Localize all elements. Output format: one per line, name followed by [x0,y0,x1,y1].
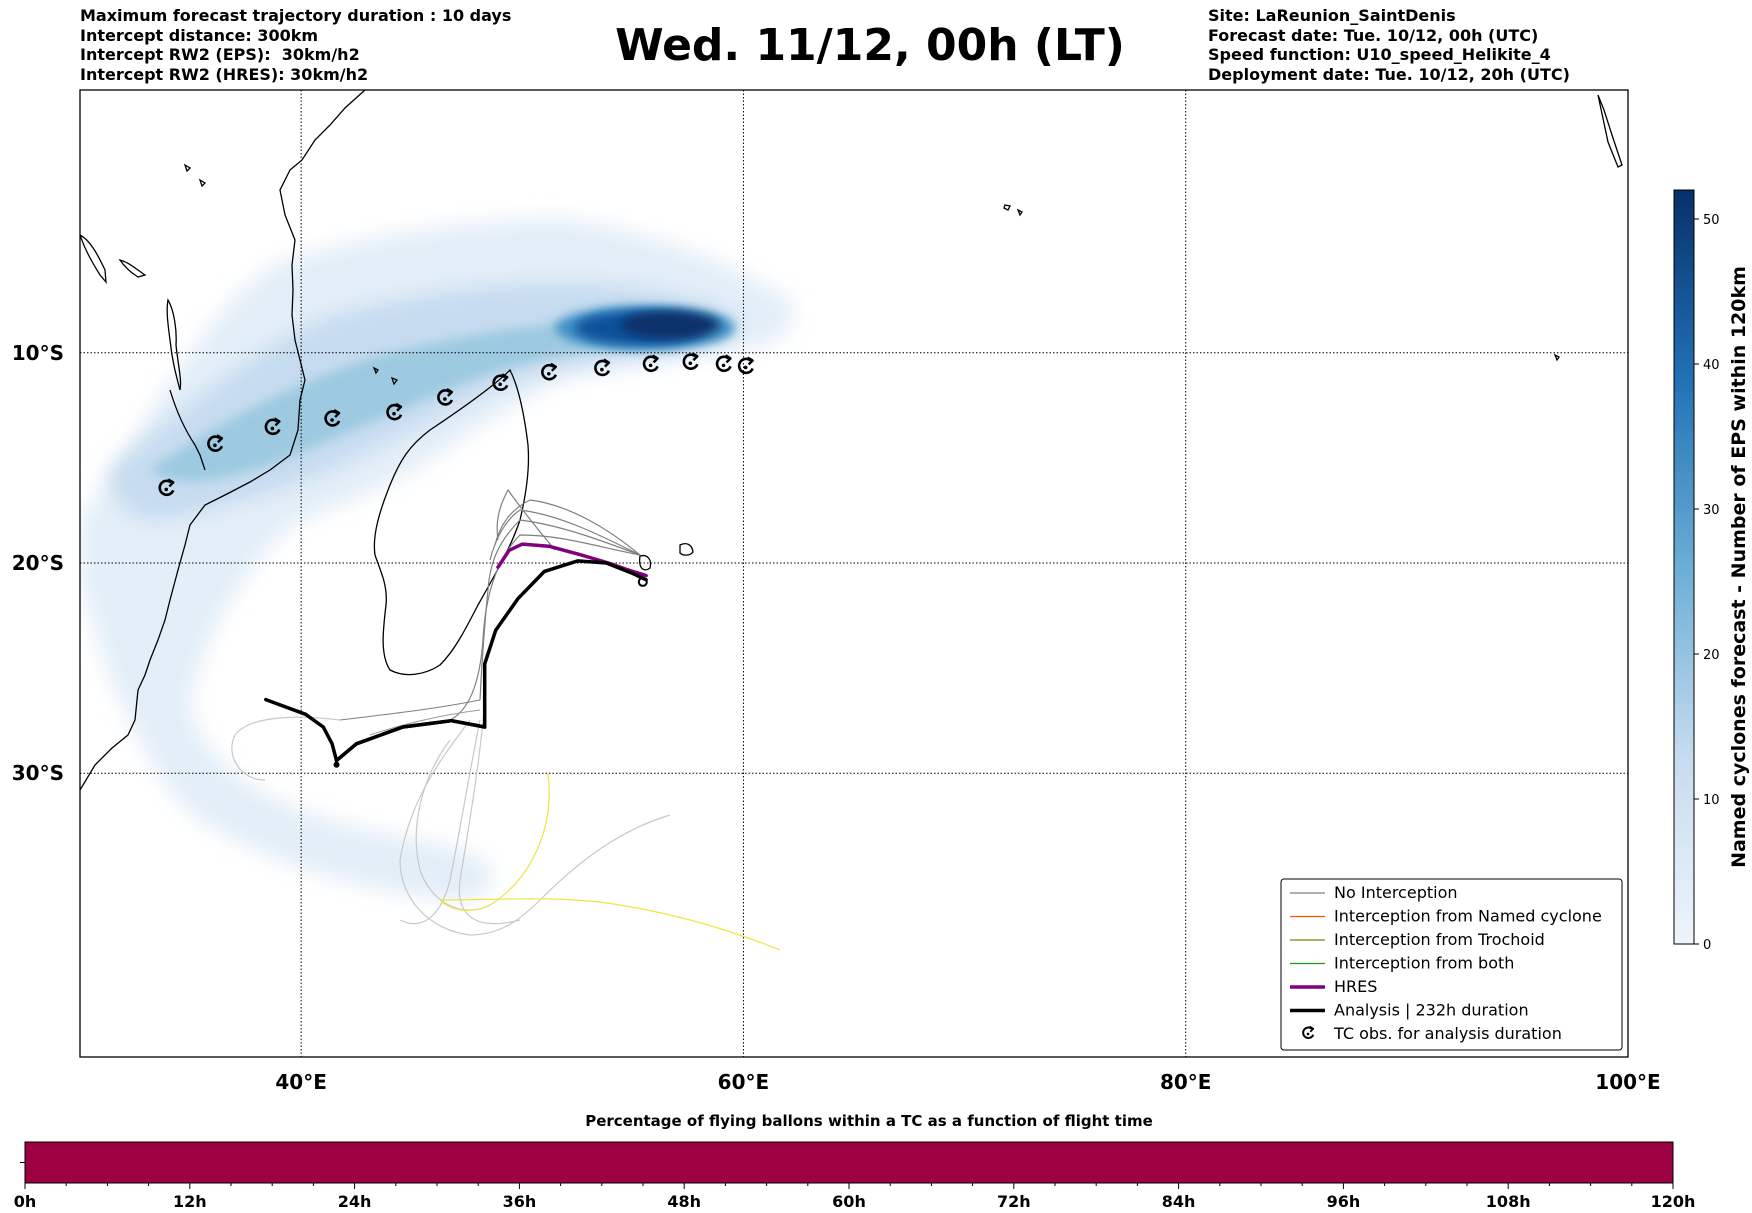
header-left-line: Intercept RW2 (HRES): 30km/h2 [80,64,369,84]
header-left-info: Maximum forecast trajectory duration : 1… [80,6,511,84]
lon-tick-label: 40°E [275,1070,327,1094]
lon-tick-label: 100°E [1595,1070,1660,1094]
site-marker [637,576,648,587]
cyclone-icon [715,354,732,373]
legend-label: Interception from Trochoid [1334,930,1545,949]
bottom-bar-tick-label: 48h [667,1192,701,1211]
bottom-bar-tick-label: 72h [997,1192,1031,1211]
header-right-line: Deployment date: Tue. 10/12, 20h (UTC) [1208,64,1570,84]
legend-label: Interception from both [1334,954,1514,973]
colorbar-title: Named cyclones forecast - Number of EPS … [1728,266,1750,868]
bottom-bar-tick-label: 12h [173,1192,207,1211]
header-left-line: Intercept distance: 300km [80,25,319,45]
cyclone-icon [737,356,754,375]
coastlines [80,90,1623,791]
lon-tick-label: 60°E [718,1070,770,1094]
legend: No Interception Interception from Named c… [1280,878,1623,1051]
eps-density-field [80,218,793,900]
legend-label: Analysis | 232h duration [1334,1001,1529,1020]
header-right-line: Site: LaReunion_SaintDenis [1208,6,1456,25]
site-point [637,576,648,587]
bottom-bar-fill [24,1141,1674,1184]
header-right-line: Speed function: U10_speed_Helikite_4 [1208,45,1551,64]
lat-tick-label: 30°S [12,761,64,785]
colorbar-tick-label: 30 [1703,503,1720,518]
analysis-end-marker [333,761,340,768]
cyclone-icon [158,478,175,497]
graticule [80,90,1628,1057]
bottom-bar-tick-label: 0h [14,1192,37,1211]
bottom-bar-tick-label: 60h [832,1192,866,1211]
analysis-track-tail [264,697,487,763]
colorbar-tick-label: 0 [1703,938,1711,953]
cyclone-icon [682,352,699,370]
lat-tick-label: 20°S [12,551,64,575]
bottom-bar-tick-label: 24h [338,1192,372,1211]
cyclone-icon [594,358,611,377]
cyclone-icon [492,373,509,391]
header-right-info: Site: LaReunion_SaintDenis Forecast date:… [1208,6,1570,84]
cyclone-icon [264,417,281,436]
legend-label: HRES [1334,977,1377,996]
analysis-track [264,559,648,768]
colorbar-tick-label: 40 [1703,358,1720,373]
header-left-line: Intercept RW2 (EPS): 30km/h2 [80,45,360,64]
lat-tick-label: 10°S [12,341,64,365]
legend-box [1280,878,1623,1051]
bottom-bar-title: Percentage of flying ballons within a TC… [585,1112,1153,1130]
map-frame [79,89,1629,1058]
colorbar-tick-label: 50 [1703,213,1720,228]
map-axis-labels: 40°E 60°E 80°E 100°E 10°S 20°S 30°S [12,341,1661,1094]
cyclone-icon [324,409,341,427]
cyclone-icon [207,434,224,452]
cyclone-icon [386,402,403,421]
page-title: Wed. 11/12, 00h (LT) [615,20,1125,71]
header-right-line: Forecast date: Tue. 10/12, 00h (UTC) [1208,25,1539,45]
legend-label: Interception from Named cyclone [1334,907,1602,926]
header-left-line: Maximum forecast trajectory duration : 1… [80,6,512,25]
bottom-bar-tick-label: 120h [1651,1192,1696,1211]
cyclone-icon [437,387,454,406]
bottom-bar-tick-label: 84h [1162,1192,1196,1211]
bottom-bar-tick-label: 108h [1486,1192,1531,1211]
bottom-bar-tick-label: 96h [1327,1192,1361,1211]
bottom-bar-tick-label: 36h [503,1192,537,1211]
colorbar-tick-label: 20 [1703,648,1720,663]
colorbar-tick-label: 10 [1703,793,1720,808]
legend-label: No Interception [1334,883,1458,902]
right-colorbar: 0 10 20 30 40 50 Named cyclones forecast - Num… [1673,189,1750,953]
cyclone-icon [642,354,659,373]
cyclone-icon [541,362,558,381]
ensemble-trajectories [231,488,781,951]
bottom-flight-time-bar: Percentage of flying ballons within a TC… [14,1112,1696,1211]
tc-observations [158,352,754,497]
legend-label: TC obs. for analysis duration [1333,1024,1562,1043]
colorbar-gradient [1673,189,1695,945]
analysis-track-line [334,559,648,763]
cyclone-icon [1302,1025,1315,1039]
lon-tick-label: 80°E [1160,1070,1212,1094]
